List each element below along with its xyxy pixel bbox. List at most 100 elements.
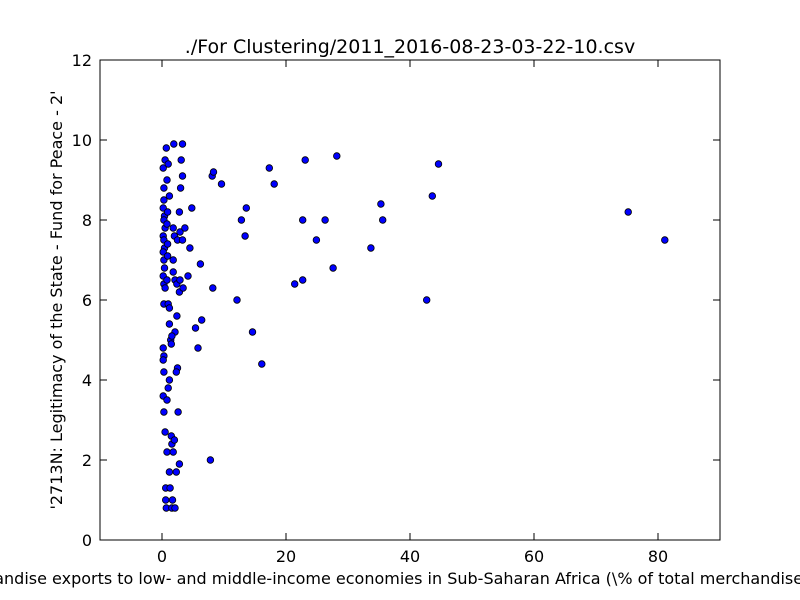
data-point (163, 448, 171, 456)
data-point (428, 192, 436, 200)
data-point (333, 152, 341, 160)
data-point (165, 192, 174, 200)
data-point (159, 356, 167, 364)
data-point (176, 228, 184, 236)
data-point (179, 284, 187, 292)
data-point (188, 204, 196, 212)
data-point (163, 240, 172, 248)
data-point (168, 496, 177, 504)
data-point (165, 468, 174, 476)
data-point (163, 276, 171, 284)
y-tick-label: 8 (82, 211, 92, 230)
data-point (163, 220, 171, 228)
x-tick-label: 20 (276, 547, 296, 566)
data-point (177, 156, 185, 164)
axis-ticks: 0 20 40 60 80 0 2 4 6 8 10 12 (72, 51, 720, 566)
data-point (248, 328, 257, 336)
data-point (291, 280, 299, 288)
x-tick-label: 80 (648, 547, 668, 566)
x-axis-label: Merchandise exports to low- and middle-i… (0, 569, 800, 588)
y-tick-label: 2 (82, 451, 92, 470)
y-axis-label: '2713N: Legitimacy of the State - Fund f… (47, 90, 66, 509)
data-point (258, 360, 266, 368)
data-point (624, 208, 632, 216)
points-layer (159, 140, 669, 512)
data-point (166, 484, 174, 492)
x-tick-label: 0 (157, 547, 167, 566)
data-point (175, 208, 184, 216)
data-point (160, 368, 168, 376)
data-point (175, 460, 184, 468)
y-tick-label: 6 (82, 291, 92, 310)
data-point (161, 496, 170, 504)
data-point (197, 316, 206, 324)
data-point (167, 340, 175, 348)
data-point (377, 200, 385, 208)
data-point (169, 256, 177, 264)
data-point (209, 284, 217, 292)
data-point (178, 236, 187, 244)
data-point (299, 216, 307, 224)
data-point (367, 244, 375, 252)
data-point (173, 312, 181, 320)
data-point (164, 384, 172, 392)
data-point (169, 448, 177, 456)
data-point (159, 344, 167, 352)
data-point (379, 216, 387, 224)
data-point (170, 140, 178, 148)
data-point (242, 204, 250, 212)
data-point (237, 216, 246, 224)
data-point (160, 264, 169, 272)
data-point (169, 224, 177, 232)
data-point (170, 436, 179, 444)
data-point (209, 168, 218, 176)
data-point (174, 408, 182, 416)
x-tick-label: 40 (400, 547, 420, 566)
data-point (233, 296, 241, 304)
data-point (196, 260, 205, 268)
data-point (312, 236, 321, 244)
data-point (206, 456, 215, 464)
y-tick-label: 12 (72, 51, 92, 70)
data-point (160, 184, 168, 192)
data-point (184, 272, 192, 280)
data-point (165, 320, 174, 328)
data-point (160, 196, 168, 204)
data-point (172, 468, 180, 476)
data-point (270, 180, 278, 188)
data-point (161, 428, 169, 436)
data-point (299, 276, 307, 284)
data-point (165, 304, 174, 312)
plot-frame (99, 59, 721, 541)
y-tick-label: 10 (72, 131, 92, 150)
data-point (163, 396, 171, 404)
data-point (178, 172, 187, 180)
data-point (301, 156, 309, 164)
data-point (329, 264, 337, 272)
data-point (164, 160, 172, 168)
data-point (661, 236, 669, 244)
data-point (165, 376, 174, 384)
data-point (191, 324, 200, 332)
data-point (162, 144, 170, 152)
data-point (265, 164, 273, 172)
data-point (186, 244, 194, 252)
data-point (176, 184, 185, 192)
data-point (241, 232, 249, 240)
data-point (159, 164, 167, 172)
data-point (176, 276, 184, 284)
y-tick-label: 4 (82, 371, 92, 390)
data-point (178, 140, 187, 148)
chart-title: ./For Clustering/2011_2016-08-23-03-22-1… (185, 36, 635, 58)
data-point (163, 208, 172, 216)
data-point (217, 180, 226, 188)
data-point (423, 296, 431, 304)
data-point (163, 252, 172, 260)
data-point (160, 408, 168, 416)
x-tick-label: 60 (524, 547, 544, 566)
data-point (321, 216, 329, 224)
data-point (172, 368, 180, 376)
data-point (169, 268, 177, 276)
data-point (161, 284, 169, 292)
